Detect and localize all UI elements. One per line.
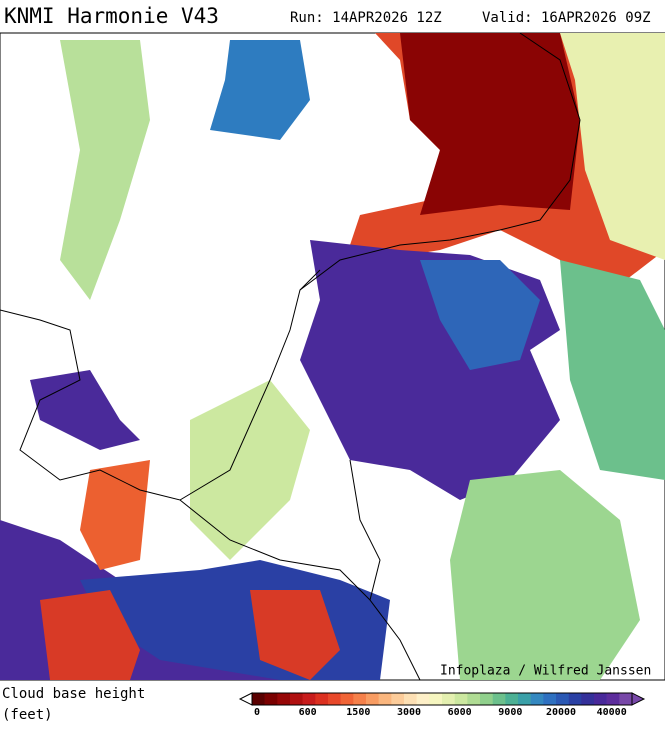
colorbar-label: 6000 [448, 707, 472, 718]
cloud-region [400, 33, 580, 215]
cloud-region [560, 260, 665, 480]
colorbar-label: 3000 [397, 707, 421, 718]
coastline [299, 32, 581, 291]
colorbar-segment [264, 693, 278, 705]
colorbar-segment [581, 693, 595, 705]
colorbar-segment [391, 693, 405, 705]
colorbar-segment [404, 693, 417, 705]
colorbar-segment [315, 693, 329, 705]
colorbar-frame [251, 692, 633, 706]
cloud-region [30, 370, 140, 450]
legend-unit: (feet) [2, 707, 53, 723]
colorbar-label: 1500 [346, 707, 370, 718]
colorbar-segment [366, 693, 379, 705]
colorbar-segment [619, 693, 633, 705]
colorbar-segment [277, 693, 291, 705]
colorbar-segment [378, 693, 392, 705]
cloud-region [190, 380, 310, 560]
run-time: Run: 14APR2026 12Z [290, 10, 442, 26]
cloud-region [80, 460, 150, 570]
colorbar-segment [518, 693, 531, 705]
cloud-region [450, 470, 640, 680]
map-area: Infoplaza / Wilfred Janssen [0, 32, 665, 681]
credit: Infoplaza / Wilfred Janssen [440, 664, 651, 679]
colorbar-segment [416, 693, 430, 705]
coastline [0, 269, 321, 501]
cloud-region [560, 33, 665, 260]
colorbar-segment [290, 693, 303, 705]
title: KNMI Harmonie V43 [4, 4, 219, 28]
colorbar-label: 600 [299, 707, 317, 718]
colorbar-segment [442, 693, 455, 705]
colorbar-segment [594, 693, 607, 705]
colorbar-segment [568, 693, 582, 705]
colorbar-segment [454, 693, 468, 705]
colorbar-arrow [238, 692, 253, 706]
legend-title: Cloud base height [2, 686, 145, 702]
colorbar-label: 40000 [597, 707, 627, 718]
colorbar-segment [530, 693, 544, 705]
colorbar-segment [480, 693, 493, 705]
colorbar-label: 20000 [546, 707, 576, 718]
cloud-region [40, 590, 140, 680]
colorbar-segment [543, 693, 557, 705]
colorbar-segment [252, 693, 265, 705]
colorbar-segment [467, 693, 481, 705]
colorbar-segment [606, 693, 620, 705]
colorbar-label: 9000 [498, 707, 522, 718]
colorbar: 0 600 1500 3000 6000 9000 20000 40000 [238, 692, 646, 718]
colorbar-segment [492, 693, 506, 705]
colorbar-segment [302, 693, 316, 705]
cloud-region [210, 40, 310, 140]
valid-time: Valid: 16APR2026 09Z [482, 10, 651, 26]
colorbar-segment [340, 693, 354, 705]
border [349, 459, 421, 681]
cloud-region [420, 260, 540, 370]
colorbar-label: 0 [254, 707, 260, 718]
border [179, 499, 371, 601]
cloud-region [60, 40, 150, 300]
colorbar-segment [328, 693, 341, 705]
colorbar-segment [429, 693, 443, 705]
colorbar-segment [505, 693, 519, 705]
colorbar-arrow [631, 692, 646, 706]
colorbar-segment [556, 693, 569, 705]
colorbar-segment [353, 693, 367, 705]
cloud-region [250, 590, 340, 680]
